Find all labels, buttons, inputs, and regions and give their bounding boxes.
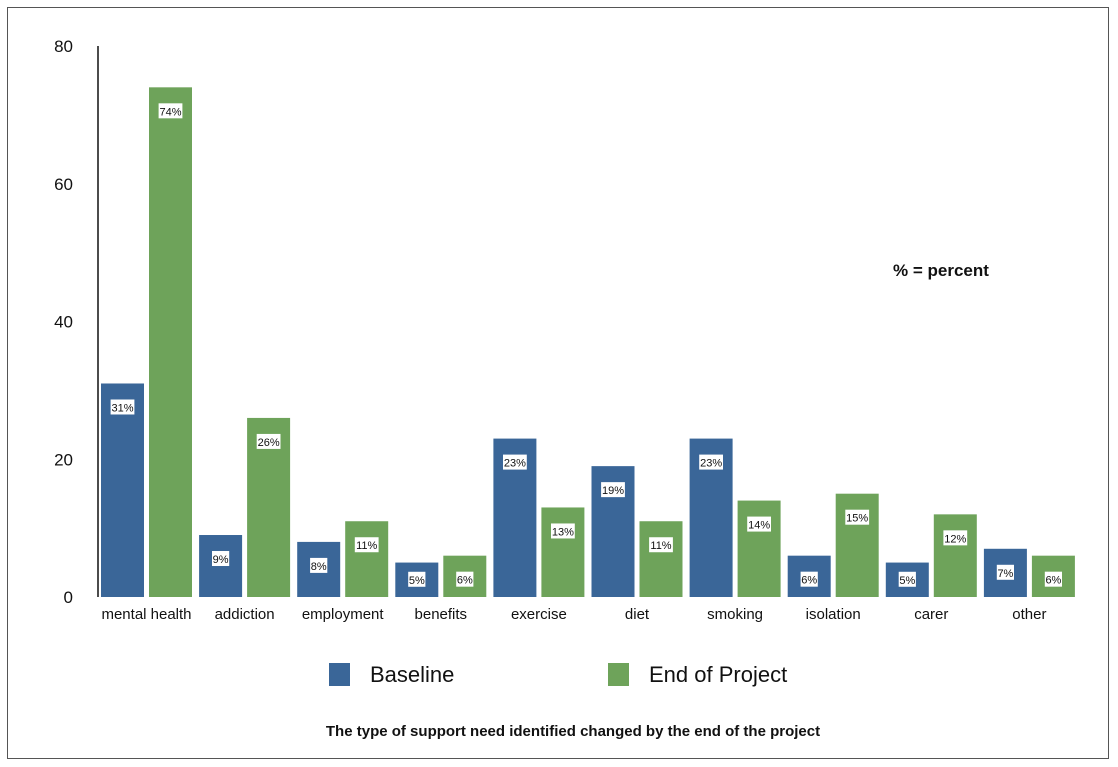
bar-end-of-project: [541, 507, 585, 597]
x-axis-categories: mental health addiction employment benefits…: [101, 606, 1046, 623]
data-label: 23%: [504, 458, 526, 470]
x-category-label: exercise: [511, 606, 567, 623]
data-label-box: [551, 523, 575, 539]
x-category-label: addiction: [215, 606, 275, 623]
data-label: 15%: [846, 513, 868, 525]
bars: [101, 87, 1075, 597]
legend-swatch-end-of-project: [608, 663, 629, 686]
x-category-label: smoking: [707, 606, 763, 623]
data-label: 6%: [801, 575, 817, 587]
data-label: 14%: [748, 520, 770, 532]
y-tick-label: 60: [54, 175, 73, 194]
data-label-box: [408, 571, 426, 587]
legend-swatch-baseline: [329, 663, 350, 686]
legend-label-end-of-project: End of Project: [649, 662, 787, 687]
data-label: 5%: [409, 575, 425, 587]
data-label-box: [503, 454, 527, 470]
bar-baseline: [101, 383, 144, 597]
data-label: 26%: [258, 437, 280, 449]
data-label-box: [354, 537, 379, 553]
y-axis-ticks: 0 20 40 60 80: [54, 37, 73, 607]
data-label-box: [747, 516, 771, 532]
data-label: 9%: [213, 554, 229, 566]
data-label: 12%: [944, 533, 966, 545]
percent-note: % = percent: [893, 261, 989, 280]
data-label: 6%: [457, 575, 473, 587]
data-label-box: [256, 433, 281, 449]
legend: Baseline End of Project: [329, 662, 787, 687]
data-label: 11%: [356, 540, 377, 552]
x-category-label: employment: [302, 606, 385, 623]
data-label: 5%: [899, 575, 915, 587]
data-label-box: [310, 557, 328, 573]
data-label-box: [943, 530, 968, 546]
data-label-box: [649, 537, 673, 553]
bar-end-of-project: [933, 514, 977, 597]
bar-end-of-project: [345, 521, 389, 597]
data-label-box: [996, 564, 1014, 580]
y-tick-label: 40: [54, 313, 73, 332]
x-category-label: mental health: [101, 606, 191, 623]
data-label-box: [601, 482, 625, 498]
legend-label-baseline: Baseline: [370, 662, 454, 687]
data-label: 8%: [311, 561, 327, 573]
data-labels: 31% 74% 9% 26% 8% 11% 5% 6% 23% 13% 19% 11% 23% 14% 6%…: [110, 103, 1062, 587]
data-label: 23%: [700, 458, 722, 470]
data-label-box: [110, 399, 135, 415]
bar-end-of-project: [737, 500, 781, 597]
x-category-label: benefits: [415, 606, 468, 623]
data-label-box: [1044, 571, 1062, 587]
data-label: 74%: [159, 106, 181, 118]
data-label: 13%: [552, 526, 574, 538]
data-label: 19%: [602, 485, 624, 497]
bar-end-of-project: [835, 493, 879, 597]
chart-caption: The type of support need identified chan…: [326, 723, 820, 740]
x-category-label: diet: [625, 606, 650, 623]
data-label-box: [898, 571, 916, 587]
data-label: 31%: [111, 402, 133, 414]
bar-end-of-project: [639, 521, 683, 597]
data-label-box: [158, 103, 183, 119]
x-category-label: carer: [914, 606, 948, 623]
data-label-box: [212, 551, 230, 567]
bar-end-of-project: [149, 87, 192, 597]
y-tick-label: 20: [54, 450, 73, 469]
x-category-label: isolation: [806, 606, 861, 623]
data-label-box: [699, 454, 723, 470]
data-label-box: [456, 571, 474, 587]
x-category-label: other: [1012, 606, 1046, 623]
y-tick-label: 80: [54, 37, 73, 56]
data-label: 7%: [997, 568, 1013, 580]
data-label-box: [800, 571, 818, 587]
y-tick-label: 0: [64, 588, 73, 607]
data-label: 6%: [1045, 575, 1061, 587]
data-label-box: [845, 509, 870, 525]
data-label: 11%: [650, 540, 671, 552]
